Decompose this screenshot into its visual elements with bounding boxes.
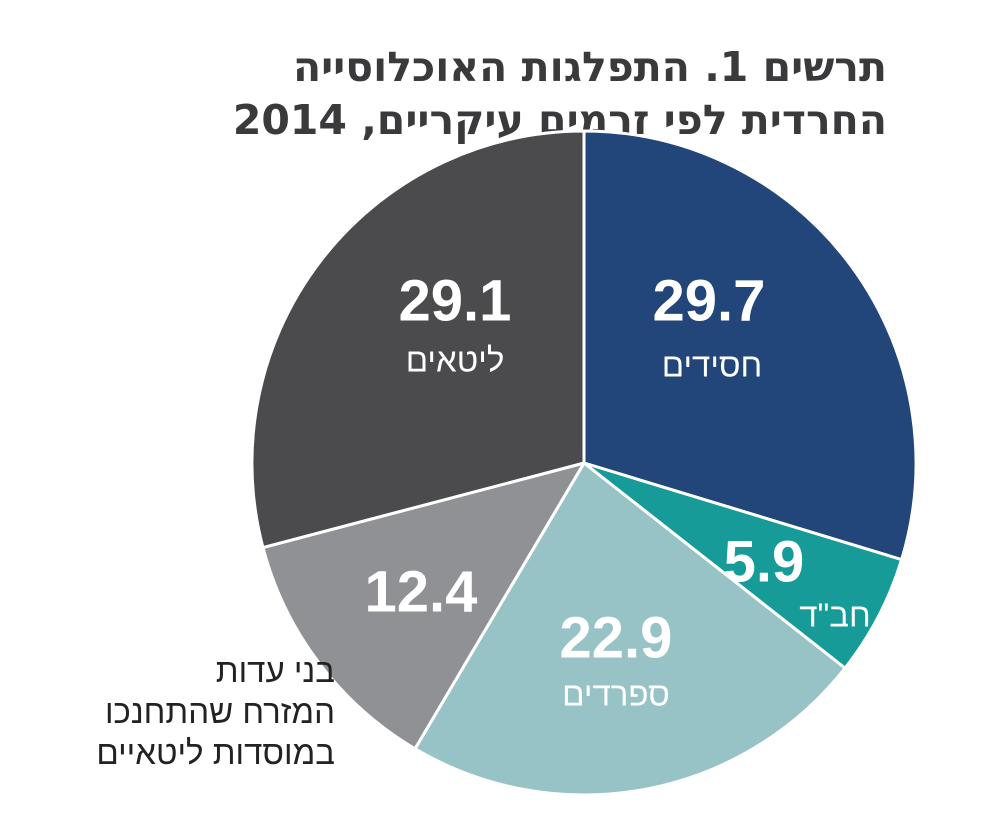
slice-value-label: 5.9 — [724, 529, 805, 594]
chart-title-line-1: תרשים 1. התפלגות האוכלוסייה — [292, 43, 887, 92]
slice-value-label: 29.7 — [653, 268, 766, 333]
slice-category-label-line: בני עדות — [215, 652, 335, 689]
slice-category-label-line: המזרח שהתחנכו — [104, 693, 335, 730]
slice-category-label: חב"ד — [799, 597, 870, 634]
pie-slice — [582, 461, 904, 670]
slice-label-outside: בני עדות המזרח שהתחנכו במוסדות ליטאיים — [55, 650, 335, 773]
slice-value-label: 22.9 — [560, 605, 673, 670]
slice-category-label-line: במוסדות ליטאיים — [96, 734, 335, 771]
pie-slice — [250, 129, 586, 550]
slice-category-label: ספרדים — [562, 676, 670, 713]
slice-category-label: חסידים — [662, 347, 763, 384]
slice-category-label: ליטאים — [406, 342, 505, 379]
pie-slice — [413, 461, 847, 797]
pie-slice — [582, 129, 918, 562]
pie-slice — [261, 461, 586, 751]
slice-value-label: 29.1 — [399, 268, 512, 333]
slice-value-label: 12.4 — [365, 559, 478, 624]
